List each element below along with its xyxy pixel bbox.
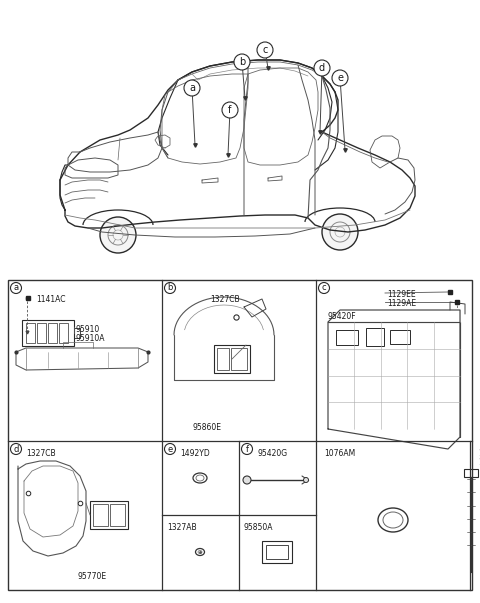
Text: a: a [189,83,195,93]
Circle shape [319,282,329,294]
Text: 1141AC: 1141AC [36,295,65,304]
Text: b: b [239,57,245,67]
Circle shape [165,443,176,455]
Text: 95770E: 95770E [78,572,107,581]
Ellipse shape [243,476,251,484]
Text: b: b [168,283,173,292]
Circle shape [234,54,250,70]
Bar [266,545,288,559]
Circle shape [322,214,358,250]
Bar [231,348,247,370]
Bar [110,504,125,526]
Bar [464,469,478,477]
Text: f: f [228,105,232,115]
Bar [90,501,128,529]
Text: 1076AM: 1076AM [324,449,355,458]
Bar [390,330,410,344]
Circle shape [332,70,348,86]
Text: e: e [337,73,343,83]
Text: c: c [262,45,268,55]
Text: f: f [245,444,249,453]
Bar [93,504,108,526]
Text: 1249BD: 1249BD [478,458,480,467]
Text: 1327AB: 1327AB [167,523,197,532]
Text: 1327CB: 1327CB [26,449,56,458]
Bar [59,323,68,343]
Bar [336,330,358,345]
Text: 1129EE: 1129EE [387,290,416,299]
Bar [37,323,46,343]
Bar [366,328,384,346]
Text: d: d [319,63,325,73]
Circle shape [11,443,22,455]
Circle shape [222,102,238,118]
Text: 1492YD: 1492YD [180,449,210,458]
Text: 95850A: 95850A [244,523,274,532]
Text: 1327CB: 1327CB [210,295,240,304]
Text: d: d [13,444,19,453]
Circle shape [241,443,252,455]
Text: 95910A: 95910A [76,334,106,343]
Text: a: a [13,283,19,292]
Bar [26,323,35,343]
Text: 1129AE: 1129AE [387,299,416,308]
Bar [214,345,250,373]
Bar [74,328,80,338]
Text: 95420G: 95420G [257,449,287,458]
Bar [262,541,292,563]
Text: e: e [168,444,173,453]
Ellipse shape [303,478,309,482]
Text: 1249EB: 1249EB [478,449,480,458]
Circle shape [11,282,22,294]
Bar [217,348,229,370]
Text: 95420F: 95420F [328,312,357,321]
Circle shape [314,60,330,76]
Text: c: c [322,283,326,292]
Circle shape [100,217,136,253]
Circle shape [257,42,273,58]
Bar [22,320,74,346]
Bar [48,323,57,343]
Bar [8,280,472,590]
Text: 95860E: 95860E [192,423,221,432]
Circle shape [165,282,176,294]
Circle shape [184,80,200,96]
Text: 95910: 95910 [76,325,100,334]
